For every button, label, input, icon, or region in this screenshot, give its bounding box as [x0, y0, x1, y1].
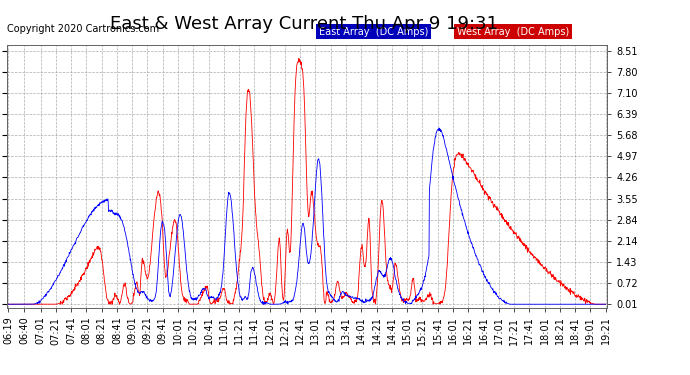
Text: Copyright 2020 Cartronics.com: Copyright 2020 Cartronics.com	[7, 24, 159, 34]
Text: West Array  (DC Amps): West Array (DC Amps)	[457, 27, 569, 37]
Text: East & West Array Current Thu Apr 9 19:31: East & West Array Current Thu Apr 9 19:3…	[110, 15, 497, 33]
Text: East Array  (DC Amps): East Array (DC Amps)	[319, 27, 428, 37]
